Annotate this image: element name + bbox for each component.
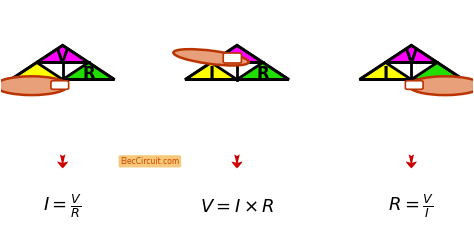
FancyBboxPatch shape bbox=[223, 53, 241, 63]
Ellipse shape bbox=[0, 76, 68, 95]
Text: I: I bbox=[208, 65, 214, 83]
Ellipse shape bbox=[173, 49, 249, 65]
FancyBboxPatch shape bbox=[51, 81, 69, 89]
Text: V: V bbox=[56, 48, 69, 66]
Text: I: I bbox=[383, 65, 389, 83]
Ellipse shape bbox=[409, 76, 474, 95]
Polygon shape bbox=[411, 62, 463, 80]
Polygon shape bbox=[385, 45, 438, 62]
Text: ElecCircuit.com: ElecCircuit.com bbox=[120, 157, 180, 166]
Polygon shape bbox=[211, 45, 263, 62]
Polygon shape bbox=[11, 62, 63, 80]
Polygon shape bbox=[36, 45, 89, 62]
Text: $R = \frac{V}{I}$: $R = \frac{V}{I}$ bbox=[388, 193, 434, 221]
Polygon shape bbox=[359, 62, 411, 80]
Text: V: V bbox=[405, 48, 418, 66]
Text: $V = I \times R$: $V = I \times R$ bbox=[200, 198, 274, 216]
Polygon shape bbox=[185, 62, 237, 80]
FancyBboxPatch shape bbox=[405, 81, 423, 89]
Text: R: R bbox=[256, 65, 269, 83]
Text: R: R bbox=[82, 65, 95, 83]
Polygon shape bbox=[63, 62, 115, 80]
Text: $I = \frac{V}{R}$: $I = \frac{V}{R}$ bbox=[43, 193, 82, 221]
Polygon shape bbox=[237, 62, 289, 80]
